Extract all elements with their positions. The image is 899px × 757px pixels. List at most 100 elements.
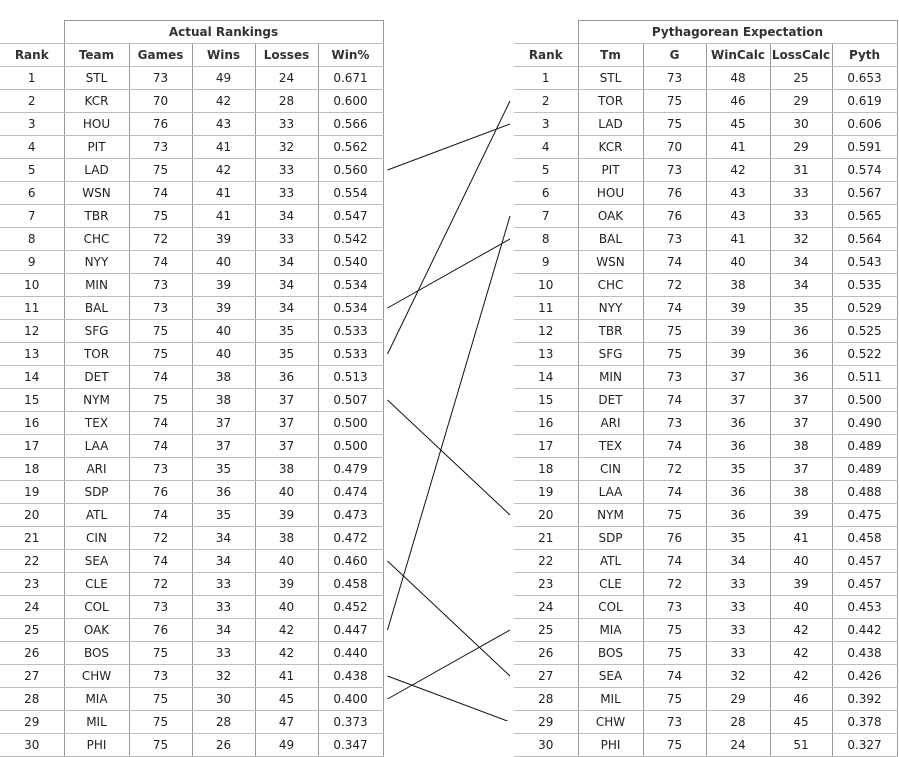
cell-wins: 41	[705, 135, 770, 159]
cell-pct: 0.460	[317, 549, 384, 573]
cell-losses: 32	[254, 135, 318, 159]
cell-games: 75	[128, 319, 192, 343]
cell-losses: 36	[769, 365, 832, 389]
cell-rank: 5	[514, 158, 578, 182]
cell-losses: 33	[769, 204, 832, 228]
table-row: 28 MIL 75 29 46 0.392	[514, 687, 898, 711]
cell-games: 74	[642, 549, 706, 573]
table-row: 13 TOR 75 40 35 0.533	[0, 342, 384, 366]
cell-pct: 0.458	[831, 526, 898, 550]
cell-team: WSN	[577, 250, 643, 274]
cell-losses: 42	[254, 618, 318, 642]
cell-wins: 48	[705, 66, 770, 90]
cell-rank: 3	[514, 112, 578, 136]
cell-team: OAK	[63, 618, 129, 642]
cell-wins: 39	[705, 296, 770, 320]
cell-games: 72	[128, 526, 192, 550]
cell-wins: 26	[191, 733, 255, 757]
title-spacer	[0, 20, 64, 44]
cell-wins: 34	[191, 526, 255, 550]
cell-wins: 40	[705, 250, 770, 274]
cell-team: CHC	[577, 273, 643, 297]
table-row: 17 TEX 74 36 38 0.489	[514, 434, 898, 458]
table-row: 12 SFG 75 40 35 0.533	[0, 319, 384, 343]
cell-wins: 24	[705, 733, 770, 757]
cell-rank: 21	[0, 526, 64, 550]
cell-pct: 0.500	[317, 411, 384, 435]
cell-rank: 2	[0, 89, 64, 113]
column-header-pct: Pyth	[831, 43, 898, 67]
cell-rank: 28	[0, 687, 64, 711]
cell-rank: 11	[514, 296, 578, 320]
table-row: 22 SEA 74 34 40 0.460	[0, 549, 384, 573]
cell-losses: 35	[769, 296, 832, 320]
cell-team: CHW	[63, 664, 129, 688]
cell-pct: 0.442	[831, 618, 898, 642]
cell-team: STL	[63, 66, 129, 90]
cell-pct: 0.522	[831, 342, 898, 366]
cell-wins: 35	[705, 526, 770, 550]
table-row: 7 TBR 75 41 34 0.547	[0, 204, 384, 228]
cell-wins: 38	[191, 388, 255, 412]
cell-pct: 0.606	[831, 112, 898, 136]
cell-games: 76	[128, 112, 192, 136]
cell-rank: 7	[514, 204, 578, 228]
connector-line-nym	[387, 399, 511, 516]
cell-games: 75	[642, 89, 706, 113]
cell-games: 74	[128, 503, 192, 527]
cell-team: SEA	[63, 549, 129, 573]
table-row: 16 ARI 73 36 37 0.490	[514, 411, 898, 435]
cell-losses: 38	[769, 480, 832, 504]
cell-pct: 0.574	[831, 158, 898, 182]
cell-wins: 36	[705, 434, 770, 458]
cell-team: COL	[63, 595, 129, 619]
cell-wins: 39	[191, 273, 255, 297]
cell-wins: 36	[191, 480, 255, 504]
cell-rank: 25	[514, 618, 578, 642]
cell-games: 72	[642, 572, 706, 596]
cell-pct: 0.474	[317, 480, 384, 504]
cell-losses: 37	[769, 411, 832, 435]
cell-team: NYY	[577, 296, 643, 320]
cell-losses: 34	[254, 273, 318, 297]
cell-wins: 39	[705, 342, 770, 366]
table-row: 27 SEA 74 32 42 0.426	[514, 664, 898, 688]
cell-rank: 30	[514, 733, 578, 757]
cell-team: BAL	[577, 227, 643, 251]
table-row: 23 CLE 72 33 39 0.458	[0, 572, 384, 596]
connector-line-chw	[387, 675, 509, 721]
table-row: 26 BOS 75 33 42 0.440	[0, 641, 384, 665]
cell-pct: 0.542	[317, 227, 384, 251]
cell-games: 72	[642, 457, 706, 481]
table-row: 27 CHW 73 32 41 0.438	[0, 664, 384, 688]
cell-pct: 0.540	[317, 250, 384, 274]
cell-team: CIN	[577, 457, 643, 481]
cell-rank: 20	[0, 503, 64, 527]
cell-wins: 32	[705, 664, 770, 688]
cell-losses: 46	[769, 687, 832, 711]
cell-losses: 41	[769, 526, 832, 550]
table-row: 11 BAL 73 39 34 0.534	[0, 296, 384, 320]
cell-losses: 29	[769, 89, 832, 113]
table-row: 10 MIN 73 39 34 0.534	[0, 273, 384, 297]
cell-rank: 24	[514, 595, 578, 619]
cell-games: 75	[128, 733, 192, 757]
table-row: 3 HOU 76 43 33 0.566	[0, 112, 384, 136]
cell-games: 74	[128, 549, 192, 573]
cell-wins: 34	[191, 618, 255, 642]
cell-pct: 0.591	[831, 135, 898, 159]
cell-rank: 23	[514, 572, 578, 596]
table-row: 6 HOU 76 43 33 0.567	[514, 181, 898, 205]
cell-rank: 9	[514, 250, 578, 274]
column-header-games: G	[642, 43, 706, 67]
cell-games: 74	[128, 434, 192, 458]
cell-pct: 0.327	[831, 733, 898, 757]
cell-wins: 37	[191, 434, 255, 458]
cell-losses: 33	[254, 112, 318, 136]
cell-wins: 46	[705, 89, 770, 113]
cell-rank: 22	[514, 549, 578, 573]
cell-rank: 13	[0, 342, 64, 366]
header-row: Rank Team Games Wins Losses Win%	[0, 43, 384, 67]
cell-games: 76	[642, 526, 706, 550]
cell-losses: 28	[254, 89, 318, 113]
